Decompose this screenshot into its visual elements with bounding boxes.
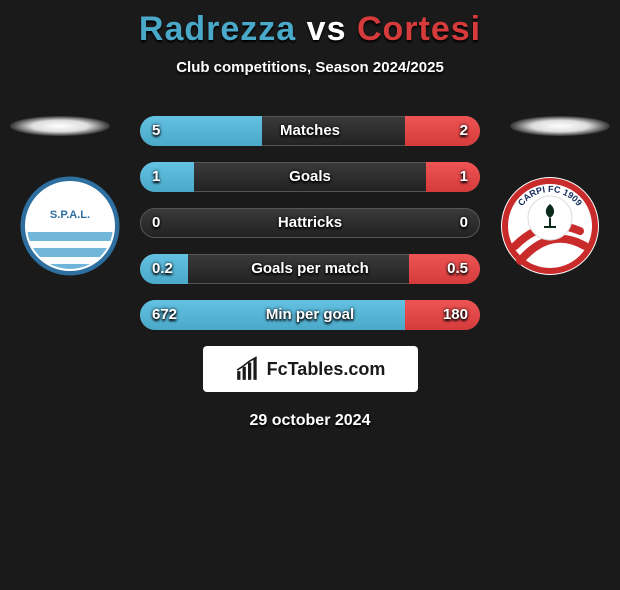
vs-text: vs	[307, 10, 347, 48]
stat-row: 00Hattricks	[140, 208, 480, 238]
halo-right	[510, 116, 610, 136]
halo-left	[10, 116, 110, 136]
stat-row: 11Goals	[140, 162, 480, 192]
brand-text: FcTables.com	[267, 359, 386, 380]
stat-bars: 52Matches 11Goals 00Hattricks 0.20.5Goals p…	[140, 116, 480, 330]
stat-label: Goals	[140, 162, 480, 192]
stat-label: Goals per match	[140, 254, 480, 284]
crest-right-icon: CARPI FC 1909	[500, 176, 600, 276]
stat-label: Min per goal	[140, 300, 480, 330]
crest-left-text: S.P.A.L.	[50, 209, 90, 221]
brand-box: FcTables.com	[203, 346, 418, 392]
stat-row: 52Matches	[140, 116, 480, 146]
stat-label: Hattricks	[140, 208, 480, 238]
date-text: 29 october 2024	[0, 412, 620, 430]
content-area: S.P.A.L. CARPI FC 1909 52Matches 11Goals 0…	[0, 116, 620, 430]
player1-name: Radrezza	[139, 10, 296, 48]
chart-icon	[235, 356, 261, 382]
stat-row: 672180Min per goal	[140, 300, 480, 330]
crest-left-icon: S.P.A.L.	[20, 176, 120, 276]
stat-row: 0.20.5Goals per match	[140, 254, 480, 284]
player2-name: Cortesi	[357, 10, 481, 48]
comparison-title: Radrezza vs Cortesi	[0, 10, 620, 49]
subtitle: Club competitions, Season 2024/2025	[0, 59, 620, 76]
stat-label: Matches	[140, 116, 480, 146]
